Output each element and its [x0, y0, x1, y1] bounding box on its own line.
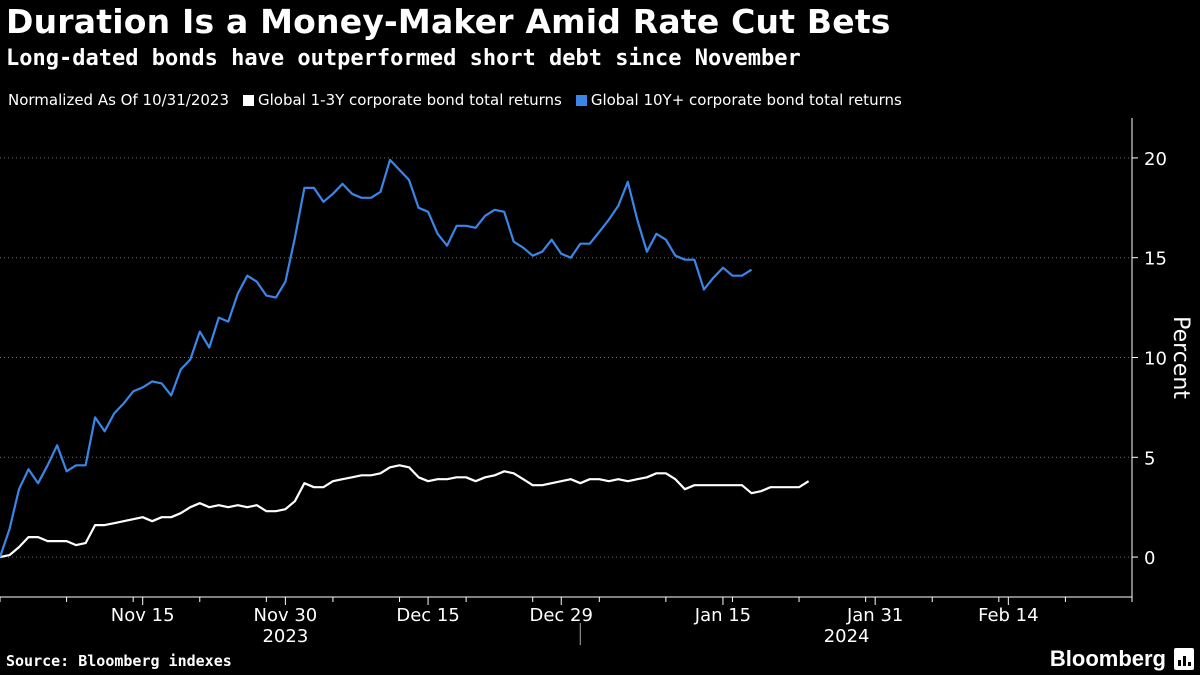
series-line-10y-plus [0, 158, 753, 558]
year-label-1: 2024 [824, 626, 870, 647]
series-lines [0, 158, 810, 559]
x-tick-label-2: Dec 15 [396, 605, 459, 626]
y-tick-label-2: 10 [1144, 349, 1167, 370]
legend-swatch-long [575, 94, 587, 106]
grid [0, 157, 1132, 558]
bloomberg-chart-icon [1174, 648, 1194, 670]
y-axis-title: Percent [1168, 316, 1193, 399]
source-note: Source: Bloomberg indexes [6, 652, 232, 670]
y-tick-label-0: 0 [1144, 548, 1155, 569]
legend-item-long: Global 10Y+ corporate bond total returns [575, 91, 902, 109]
x-tick-label-6: Feb 14 [978, 605, 1039, 626]
x-tick-label-5: Jan 31 [846, 605, 903, 626]
chart-title: Duration Is a Money-Maker Amid Rate Cut … [6, 2, 891, 41]
series-line-1-3y [0, 464, 810, 559]
axes [0, 118, 1138, 645]
legend: Normalized As Of 10/31/2023 Global 1-3Y … [8, 91, 916, 109]
legend-note: Normalized As Of 10/31/2023 [8, 91, 229, 109]
legend-label-long: Global 10Y+ corporate bond total returns [590, 91, 902, 109]
year-label-0: 2023 [262, 626, 308, 647]
y-tick-label-1: 5 [1144, 448, 1155, 469]
legend-swatch-short [243, 94, 254, 106]
axis-labels: 0 5 10 15 20 Nov 15 Nov 30 Dec 15 Dec 29 Jan 15 Ja… [111, 149, 1193, 647]
brand-logo: Bloomberg [1049, 646, 1166, 671]
x-tick-label-1: Nov 30 [253, 605, 317, 626]
legend-label-short: Global 1-3Y corporate bond total returns [258, 91, 562, 109]
x-tick-label-4: Jan 15 [694, 605, 751, 626]
y-tick-label-4: 20 [1144, 149, 1167, 170]
chart-subtitle: Long-dated bonds have outperformed short… [6, 46, 801, 71]
legend-item-short: Global 1-3Y corporate bond total returns [243, 91, 562, 109]
x-tick-label-0: Nov 15 [111, 605, 175, 626]
y-tick-label-3: 15 [1144, 249, 1167, 270]
legend-note-text: Normalized As Of 10/31/2023 [8, 91, 229, 109]
x-tick-label-3: Dec 29 [530, 605, 593, 626]
